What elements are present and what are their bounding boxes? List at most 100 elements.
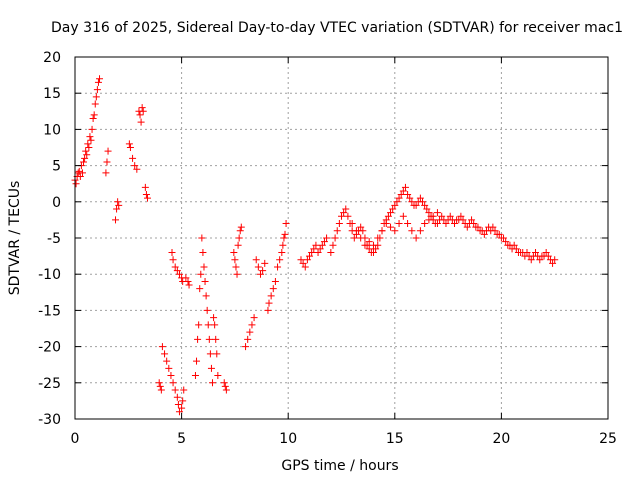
y-tick-label: -10 (38, 267, 61, 283)
data-point (338, 212, 345, 220)
data-point (408, 198, 416, 206)
data-point (104, 147, 112, 155)
data-point (316, 245, 324, 253)
data-point (94, 78, 102, 86)
data-point (199, 248, 207, 256)
y-tick-labels: -30 -25 -20 -15 -10 -5 0 5 10 15 20 (38, 50, 61, 428)
data-point (232, 263, 240, 271)
data-point (308, 248, 316, 256)
data-point (433, 209, 441, 217)
data-point (89, 115, 97, 123)
data-point (256, 270, 264, 278)
data-point (297, 256, 305, 264)
data-point (96, 75, 104, 83)
data-point (92, 93, 100, 101)
data-point (83, 151, 91, 159)
data-point (175, 408, 183, 416)
data-point (137, 118, 145, 126)
data-point (230, 248, 238, 256)
data-point (88, 125, 96, 133)
data-point (198, 234, 206, 242)
data-point (125, 140, 133, 148)
data-point (542, 248, 550, 256)
data-point (158, 343, 166, 351)
y-tick-label: 0 (52, 195, 61, 211)
data-point (204, 321, 212, 329)
data-point (429, 212, 437, 220)
data-point (551, 256, 559, 264)
data-point (90, 111, 98, 119)
data-point (333, 227, 341, 235)
data-point (450, 220, 458, 228)
data-point (211, 321, 219, 329)
data-point (393, 198, 401, 206)
data-point (82, 147, 90, 155)
data-point (301, 263, 309, 271)
data-point (419, 198, 427, 206)
data-point (203, 306, 211, 314)
data-point (544, 252, 552, 260)
data-point (265, 299, 273, 307)
data-point (320, 238, 328, 246)
data-point (81, 154, 89, 162)
data-point (446, 212, 454, 220)
data-point (234, 241, 242, 249)
data-point (200, 263, 208, 271)
data-point (174, 401, 182, 409)
data-point (180, 386, 188, 394)
data-point (248, 321, 256, 329)
data-point (391, 201, 399, 209)
data-point (212, 335, 220, 343)
data-point (86, 133, 94, 141)
data-point (85, 144, 93, 151)
data-point (395, 194, 403, 202)
x-tick-label: 25 (599, 431, 617, 447)
data-point (163, 357, 171, 365)
data-point (102, 169, 110, 177)
data-point (387, 209, 395, 217)
data-point (87, 136, 95, 144)
data-point (303, 256, 311, 264)
data-point (112, 216, 120, 224)
data-point (416, 194, 424, 202)
data-point (399, 212, 407, 220)
chart-title: Day 316 of 2025, Sidereal Day-to-day VTE… (51, 20, 623, 36)
data-point (133, 165, 141, 173)
data-point (115, 201, 123, 209)
data-point (207, 364, 215, 372)
data-point (161, 350, 169, 358)
data-point (75, 167, 83, 175)
data-point (276, 256, 284, 264)
data-point (532, 248, 540, 256)
data-point (155, 379, 163, 387)
data-point (404, 191, 412, 199)
data-point (331, 234, 339, 242)
data-point (372, 245, 380, 253)
data-point (401, 183, 409, 191)
data-point (512, 245, 520, 253)
plot-frame (74, 56, 609, 420)
data-point (365, 245, 373, 253)
y-tick-label: 15 (43, 86, 61, 102)
data-point (141, 183, 149, 191)
data-point (365, 238, 373, 246)
data-point (210, 314, 218, 322)
data-point (279, 241, 287, 249)
data-point (361, 241, 369, 249)
data-point (252, 256, 260, 264)
grid (75, 57, 608, 419)
data-point (191, 372, 199, 380)
data-point (173, 393, 181, 401)
data-point (222, 386, 230, 394)
data-point (340, 209, 348, 217)
data-point (261, 259, 269, 267)
data-point (425, 216, 433, 224)
data-point (318, 241, 326, 249)
data-point (280, 234, 288, 242)
data-point (246, 328, 254, 336)
data-point (463, 223, 471, 231)
data-point (84, 140, 92, 148)
data-point (329, 241, 337, 249)
data-point (412, 234, 420, 242)
